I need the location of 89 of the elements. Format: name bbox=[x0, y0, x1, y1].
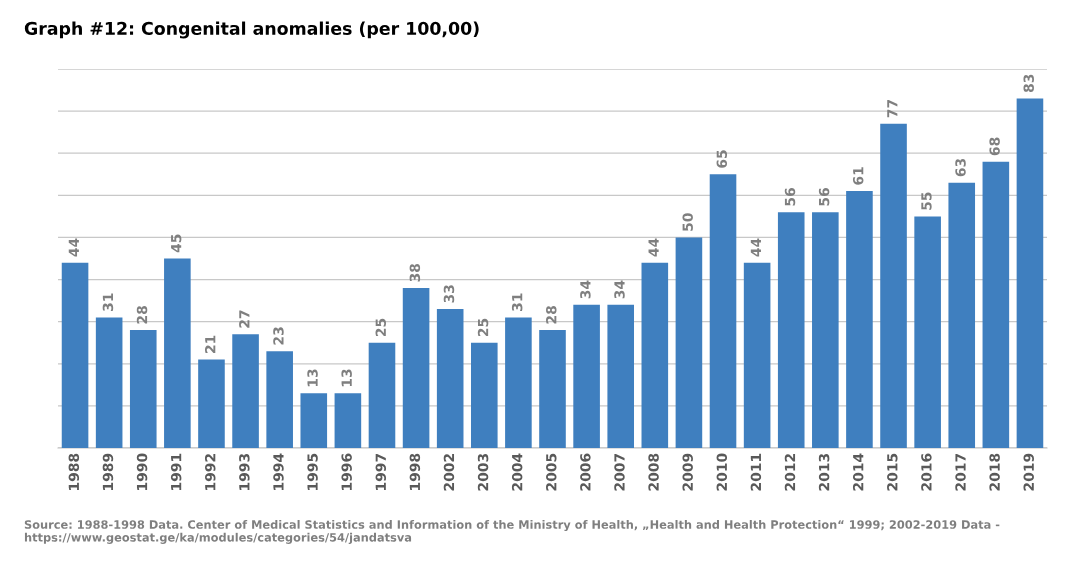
x-tick-label: 2011 bbox=[750, 453, 762, 491]
x-tick-label: 1993 bbox=[239, 453, 250, 490]
x-tick-label: 2009 bbox=[682, 453, 693, 491]
data-label: 44 bbox=[648, 238, 659, 257]
data-label: 23 bbox=[273, 327, 284, 345]
bar bbox=[129, 330, 157, 448]
data-label: 28 bbox=[546, 306, 557, 324]
bar bbox=[675, 237, 703, 448]
bar bbox=[607, 304, 635, 448]
x-tick-label: 2012 bbox=[784, 454, 796, 491]
x-tick-label: 2019 bbox=[1023, 453, 1034, 491]
x-tick-label: 1989 bbox=[102, 453, 114, 490]
data-label: 21 bbox=[204, 335, 216, 353]
bar bbox=[709, 174, 737, 448]
data-label: 61 bbox=[852, 167, 864, 185]
x-tick-label: 1991 bbox=[170, 453, 182, 490]
x-tick-label: 1992 bbox=[204, 454, 216, 490]
bar bbox=[368, 342, 396, 448]
x-tick-label: 2014 bbox=[852, 453, 864, 491]
x-tick-label: 2017 bbox=[955, 453, 966, 491]
bar bbox=[505, 317, 532, 448]
data-label: 77 bbox=[887, 99, 898, 118]
x-tick-label: 1996 bbox=[341, 453, 352, 490]
x-tick-label: 1988 bbox=[68, 453, 80, 490]
bar bbox=[743, 262, 771, 448]
source-note: Source: 1988-1998 Data. Center of Medical Statistics and Information of the Ministry of Health, „Health and Health Protection“ 1999; 2002-2019 Data - https://www.geostat.ge/ka/modules/categories/54/jandatsva bbox=[24, 520, 1000, 544]
chart-title: Graph #12: Congenital anomalies (per 100,00) bbox=[24, 21, 479, 39]
bar bbox=[948, 182, 976, 448]
x-tick-label: 2015 bbox=[887, 453, 898, 491]
x-tick-label: 2002 bbox=[443, 454, 455, 491]
x-tick-label: 1997 bbox=[375, 453, 387, 490]
x-tick-label: 1995 bbox=[307, 453, 318, 490]
data-label: 56 bbox=[818, 188, 830, 206]
x-tick-label: 2007 bbox=[614, 453, 625, 491]
x-tick-label: 2004 bbox=[511, 453, 523, 491]
data-label: 50 bbox=[682, 213, 693, 231]
data-label: 34 bbox=[580, 280, 591, 299]
data-label: 45 bbox=[171, 234, 182, 253]
data-label: 25 bbox=[477, 318, 489, 337]
bar bbox=[914, 216, 941, 448]
bar bbox=[573, 304, 600, 448]
bar bbox=[1016, 98, 1044, 448]
bar bbox=[61, 262, 89, 448]
bar bbox=[436, 309, 464, 448]
bar bbox=[470, 342, 498, 448]
data-label: 31 bbox=[511, 293, 523, 311]
x-tick-label: 2005 bbox=[546, 453, 557, 491]
data-label: 44 bbox=[68, 238, 79, 257]
bar bbox=[777, 212, 805, 448]
x-tick-label: 2008 bbox=[648, 453, 659, 491]
data-label: 38 bbox=[409, 263, 421, 282]
bar bbox=[334, 393, 362, 448]
data-label: 34 bbox=[614, 280, 625, 299]
bar bbox=[539, 330, 566, 448]
data-label: 13 bbox=[307, 369, 318, 387]
data-label: 28 bbox=[136, 306, 148, 324]
bar bbox=[846, 191, 873, 448]
x-tick-label: 2006 bbox=[580, 453, 591, 491]
bar bbox=[95, 317, 123, 448]
bar bbox=[641, 262, 669, 448]
bar bbox=[232, 334, 259, 448]
x-tick-label: 2018 bbox=[989, 453, 1000, 491]
x-tick-label: 1998 bbox=[409, 453, 421, 490]
data-label: 31 bbox=[102, 293, 114, 311]
data-label: 68 bbox=[989, 137, 1000, 156]
x-tick-label: 2003 bbox=[477, 453, 489, 491]
data-label: 65 bbox=[716, 150, 728, 168]
x-tick-label: 2016 bbox=[921, 453, 932, 491]
data-label: 63 bbox=[955, 158, 966, 177]
x-tick-label: 2013 bbox=[818, 453, 830, 491]
data-label: 27 bbox=[239, 310, 250, 328]
bar bbox=[300, 393, 328, 448]
bar bbox=[164, 258, 191, 448]
bar bbox=[402, 287, 430, 448]
bar bbox=[812, 212, 839, 448]
x-tick-label: 2010 bbox=[716, 453, 728, 491]
x-tick-label: 1994 bbox=[273, 453, 284, 490]
bar bbox=[266, 351, 293, 448]
data-label: 55 bbox=[921, 192, 932, 210]
data-label: 83 bbox=[1023, 74, 1034, 93]
bar bbox=[982, 161, 1010, 448]
data-label: 13 bbox=[341, 369, 352, 387]
data-label: 33 bbox=[443, 285, 455, 303]
data-label: 25 bbox=[375, 318, 387, 337]
data-label: 44 bbox=[750, 238, 761, 257]
data-label: 56 bbox=[784, 188, 796, 206]
bar bbox=[880, 123, 907, 448]
bar bbox=[198, 359, 225, 448]
x-tick-label: 1990 bbox=[136, 453, 148, 490]
